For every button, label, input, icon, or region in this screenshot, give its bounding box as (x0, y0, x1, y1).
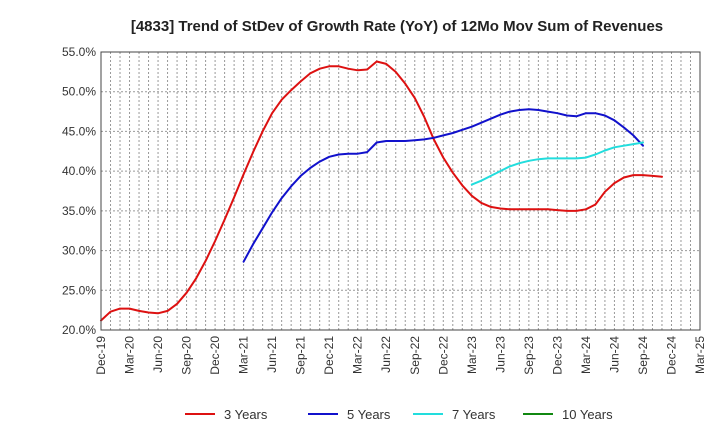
plot-frame (100, 51, 701, 331)
y-tick-label: 55.0% (62, 45, 96, 59)
x-tick-label: Dec-20 (208, 336, 222, 375)
x-tick-label: Mar-25 (693, 336, 707, 374)
y-tick-label: 30.0% (62, 244, 96, 258)
chart-title: [4833] Trend of StDev of Growth Rate (Yo… (131, 18, 663, 35)
y-tick-label: 40.0% (62, 164, 96, 178)
x-tick-label: Dec-21 (322, 336, 336, 375)
grid (100, 51, 701, 331)
x-tick-label: Sep-23 (522, 336, 536, 375)
x-tick-label: Dec-19 (94, 336, 108, 375)
x-tick-label: Jun-22 (379, 336, 393, 373)
x-axis: Dec-19 Mar-20 Jun-20 Sep-20 Dec-20 Mar-21 Jun-… (94, 336, 707, 375)
x-tick-label: Jun-21 (265, 336, 279, 373)
series-line-3-years (100, 60, 663, 322)
x-tick-label: Sep-21 (294, 336, 308, 375)
legend: 3 Years 5 Years 7 Years 10 Years (185, 407, 613, 422)
series-line-5-years (242, 108, 644, 263)
x-tick-label: Dec-23 (550, 336, 564, 375)
x-tick-label: Sep-22 (408, 336, 422, 375)
series-layer (100, 60, 663, 322)
x-tick-label: Dec-24 (664, 336, 678, 375)
x-tick-label: Jun-24 (607, 336, 621, 373)
y-tick-label: 20.0% (62, 323, 96, 337)
x-tick-label: Mar-20 (123, 336, 137, 374)
legend-label-7-years: 7 Years (452, 407, 496, 422)
x-tick-label: Sep-20 (180, 336, 194, 375)
series-line-7-years (470, 141, 644, 186)
x-tick-label: Mar-21 (237, 336, 251, 374)
y-tick-label: 45.0% (62, 124, 96, 138)
y-axis: 55.0% 50.0% 45.0% 40.0% 35.0% 30.0% 25.0% 20.0% (62, 45, 96, 337)
x-tick-label: Mar-24 (579, 336, 593, 374)
legend-label-10-years: 10 Years (562, 407, 613, 422)
x-tick-label: Mar-23 (465, 336, 479, 374)
y-tick-label: 35.0% (62, 204, 96, 218)
y-tick-label: 25.0% (62, 283, 96, 297)
x-tick-label: Dec-22 (436, 336, 450, 375)
x-tick-label: Mar-22 (351, 336, 365, 374)
x-tick-label: Sep-24 (636, 336, 650, 375)
x-tick-label: Jun-23 (493, 336, 507, 373)
y-tick-label: 50.0% (62, 85, 96, 99)
legend-label-3-years: 3 Years (224, 407, 268, 422)
x-tick-label: Jun-20 (151, 336, 165, 373)
legend-label-5-years: 5 Years (347, 407, 391, 422)
